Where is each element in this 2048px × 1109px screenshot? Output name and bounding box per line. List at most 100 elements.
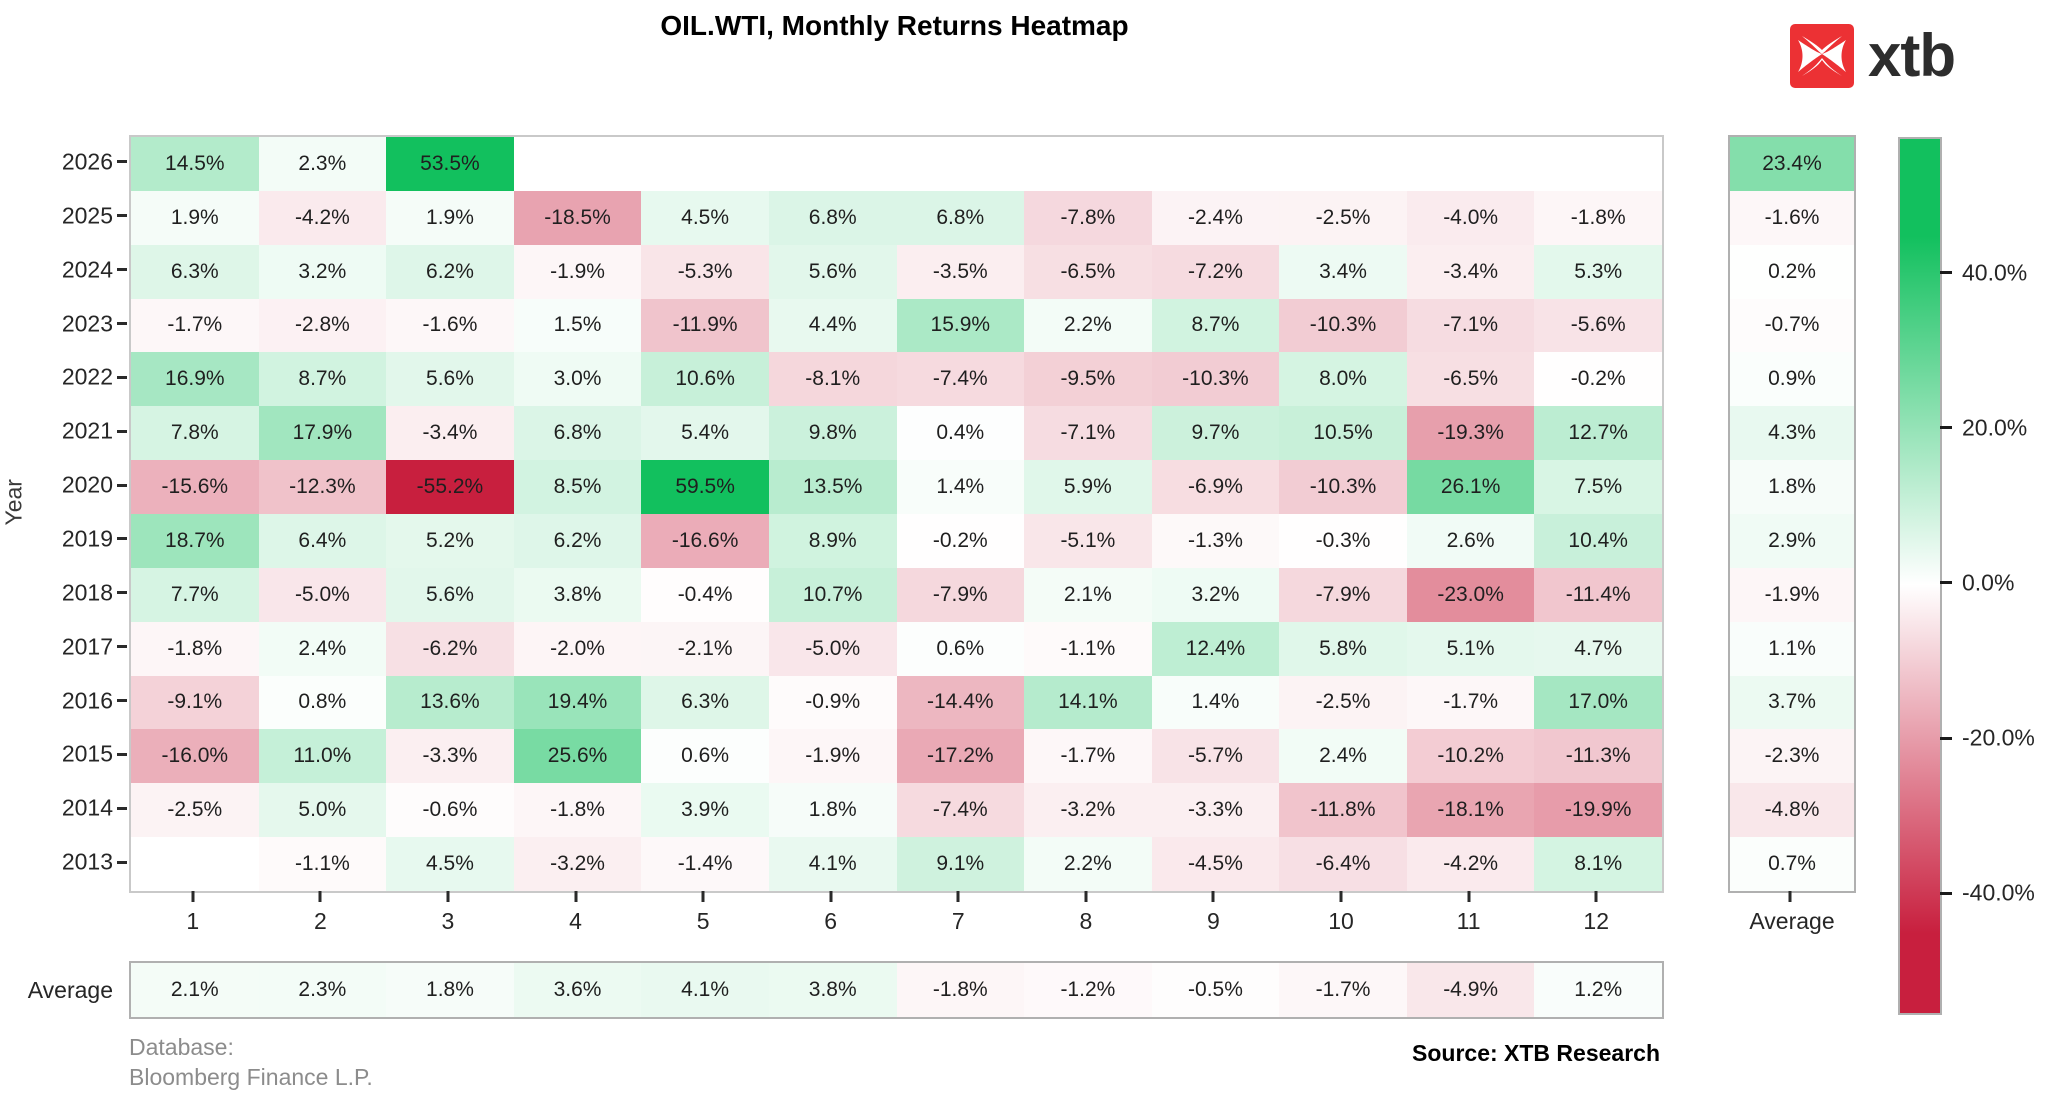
heatmap-cell: 1.9%	[131, 191, 259, 245]
heatmap-cell	[897, 137, 1025, 191]
year-tick	[117, 807, 127, 810]
page-canvas: OIL.WTI, Monthly Returns Heatmap xtb Yea…	[0, 0, 2048, 1109]
month-tick	[574, 891, 577, 902]
footer-database: Database: Bloomberg Finance L.P.	[129, 1032, 373, 1092]
heatmap-cell: -5.6%	[1534, 299, 1662, 353]
heatmap-cell: -7.8%	[1024, 191, 1152, 245]
year-tick	[117, 160, 127, 163]
month-tick-labels: 123456789101112	[129, 891, 1660, 941]
colorbar-tick	[1940, 892, 1952, 895]
heatmap-cell	[1279, 137, 1407, 191]
heatmap-cell: 8.0%	[1279, 352, 1407, 406]
year-tick-label: 2025	[62, 202, 113, 229]
heatmap-cell: -19.3%	[1407, 406, 1535, 460]
month-tick-label: 3	[442, 908, 455, 935]
year-tick	[117, 699, 127, 702]
heatmap-cell: -7.1%	[1407, 299, 1535, 353]
heatmap-cell: 6.8%	[514, 406, 642, 460]
chart-title: OIL.WTI, Monthly Returns Heatmap	[129, 10, 1660, 42]
colorbar	[1898, 137, 1942, 1015]
heatmap-cell: -1.1%	[259, 837, 387, 891]
heatmap-cell: 6.3%	[131, 245, 259, 299]
heatmap-cell: 1.4%	[897, 460, 1025, 514]
heatmap-cell: 4.5%	[386, 837, 514, 891]
heatmap-cell: -7.9%	[1279, 568, 1407, 622]
heatmap-cell: -23.0%	[1407, 568, 1535, 622]
heatmap-cell: 4.4%	[769, 299, 897, 353]
year-average-cell: 0.7%	[1730, 837, 1854, 891]
heatmap-cell: -7.4%	[897, 352, 1025, 406]
heatmap-cell: 5.6%	[386, 352, 514, 406]
heatmap-cell: -1.4%	[641, 837, 769, 891]
heatmap-cell: -0.3%	[1279, 514, 1407, 568]
heatmap-cell: -4.0%	[1407, 191, 1535, 245]
month-tick-label: 12	[1583, 908, 1609, 935]
heatmap-cell: -0.2%	[897, 514, 1025, 568]
heatmap-cell: 11.0%	[259, 729, 387, 783]
heatmap-cell: 59.5%	[641, 460, 769, 514]
year-tick	[117, 214, 127, 217]
x-glyph	[1790, 24, 1854, 88]
heatmap-cell: -7.2%	[1152, 245, 1280, 299]
heatmap-cell: -15.6%	[131, 460, 259, 514]
average-row: 2.1%2.3%1.8%3.6%4.1%3.8%-1.8%-1.2%-0.5%-…	[129, 961, 1664, 1019]
heatmap-cell: -1.3%	[1152, 514, 1280, 568]
heatmap-cell: -3.3%	[386, 729, 514, 783]
heatmap-cell: 13.6%	[386, 676, 514, 730]
month-tick-label: 8	[1079, 908, 1092, 935]
heatmap-cell: -2.4%	[1152, 191, 1280, 245]
heatmap-cell: -4.2%	[259, 191, 387, 245]
heatmap-cell: 3.2%	[259, 245, 387, 299]
year-tick-label: 2017	[62, 633, 113, 660]
colorbar-tick	[1940, 271, 1952, 274]
heatmap-cell: -1.7%	[1024, 729, 1152, 783]
heatmap-cell: 2.2%	[1024, 837, 1152, 891]
colorbar-tick-label: 20.0%	[1962, 414, 2027, 441]
year-tick	[117, 591, 127, 594]
colorbar-tick-label: -20.0%	[1962, 725, 2035, 752]
heatmap-cell: -6.5%	[1407, 352, 1535, 406]
month-tick-label: 2	[314, 908, 327, 935]
month-tick-label: 6	[824, 908, 837, 935]
heatmap-cell: -3.5%	[897, 245, 1025, 299]
heatmap-cell: 12.4%	[1152, 622, 1280, 676]
heatmap-cell: 2.3%	[259, 137, 387, 191]
heatmap-cell: -11.9%	[641, 299, 769, 353]
heatmap-cell: 4.5%	[641, 191, 769, 245]
heatmap-cell: -5.0%	[769, 622, 897, 676]
heatmap-cell: 6.2%	[386, 245, 514, 299]
heatmap-cell: 7.8%	[131, 406, 259, 460]
year-average-cell: 0.2%	[1730, 245, 1854, 299]
heatmap-cell: 8.7%	[1152, 299, 1280, 353]
heatmap-cell: -19.9%	[1534, 783, 1662, 837]
heatmap-cell: 14.1%	[1024, 676, 1152, 730]
year-tick	[117, 376, 127, 379]
heatmap-cell: -10.2%	[1407, 729, 1535, 783]
heatmap-cell: -4.2%	[1407, 837, 1535, 891]
heatmap-cell: -0.6%	[386, 783, 514, 837]
month-tick	[446, 891, 449, 902]
heatmap-cell: 1.5%	[514, 299, 642, 353]
year-average-cell: 1.1%	[1730, 622, 1854, 676]
heatmap-cell: 2.4%	[259, 622, 387, 676]
heatmap-cell: -10.3%	[1279, 460, 1407, 514]
heatmap-cell: 10.5%	[1279, 406, 1407, 460]
heatmap-cell: -4.5%	[1152, 837, 1280, 891]
heatmap-cell: -18.5%	[514, 191, 642, 245]
heatmap-cell: -9.1%	[131, 676, 259, 730]
heatmap-cell: -11.8%	[1279, 783, 1407, 837]
heatmap-cell: -2.0%	[514, 622, 642, 676]
heatmap-cell	[1024, 137, 1152, 191]
heatmap-cell: -11.4%	[1534, 568, 1662, 622]
average-row-label: Average	[0, 961, 113, 1019]
heatmap-cell: 8.7%	[259, 352, 387, 406]
month-average-cell: 1.2%	[1534, 963, 1662, 1017]
heatmap-cell: -1.9%	[769, 729, 897, 783]
year-tick-label: 2016	[62, 687, 113, 714]
average-column-label: Average	[1728, 908, 1856, 935]
heatmap-cell: -7.1%	[1024, 406, 1152, 460]
xtb-logo-x-icon	[1790, 24, 1854, 88]
heatmap-cell: 18.7%	[131, 514, 259, 568]
heatmap-cell: -0.2%	[1534, 352, 1662, 406]
month-tick	[191, 891, 194, 902]
